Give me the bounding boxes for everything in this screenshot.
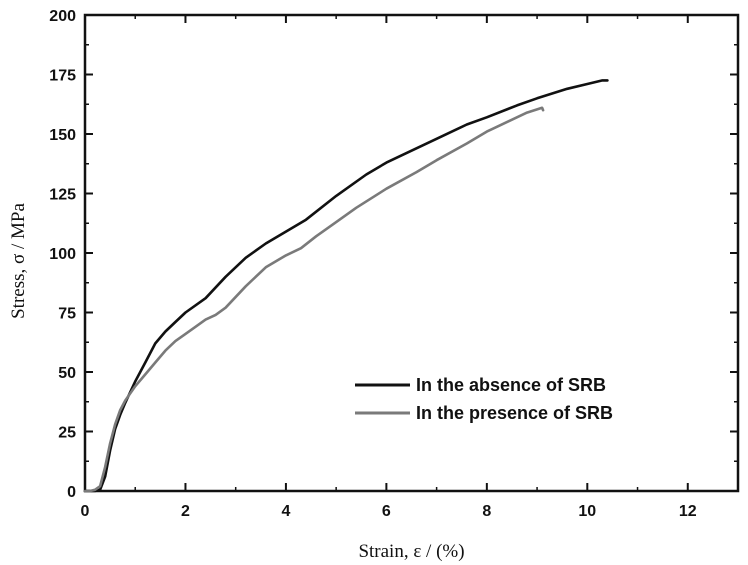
y-tick-label: 175 — [49, 68, 76, 85]
series-line-absence — [83, 79, 609, 493]
x-tick-labels: 0 2 4 6 8 10 12 — [81, 503, 697, 520]
legend: In the absence of SRB In the presence of… — [355, 375, 613, 423]
y-tick-label: 150 — [49, 127, 76, 144]
legend-label-presence: In the presence of SRB — [416, 403, 613, 423]
x-tick-label: 4 — [281, 503, 290, 520]
series-line-presence — [83, 106, 545, 493]
x-tick-label: 6 — [382, 503, 391, 520]
x-tick-label: 10 — [578, 503, 596, 520]
y-tick-label: 25 — [58, 425, 76, 442]
axis-ticks — [84, 14, 738, 492]
y-tick-label: 50 — [58, 365, 76, 382]
x-tick-label: 0 — [81, 503, 90, 520]
y-tick-label: 125 — [49, 187, 76, 204]
y-tick-label: 200 — [49, 8, 76, 25]
y-tick-label: 75 — [58, 306, 76, 323]
series-lines — [83, 79, 609, 493]
legend-label-absence: In the absence of SRB — [416, 375, 606, 395]
x-tick-label: 8 — [482, 503, 491, 520]
x-axis-label: Strain, ε / (%) — [358, 541, 464, 562]
x-tick-label: 12 — [679, 503, 697, 520]
x-tick-label: 2 — [181, 503, 190, 520]
y-tick-labels: 0 25 50 75 100 125 150 175 200 — [49, 8, 76, 501]
y-tick-label: 0 — [67, 484, 76, 501]
y-tick-label: 100 — [49, 246, 76, 263]
y-axis-label: Stress, σ / MPa — [8, 203, 29, 319]
plot-frame — [83, 13, 740, 493]
